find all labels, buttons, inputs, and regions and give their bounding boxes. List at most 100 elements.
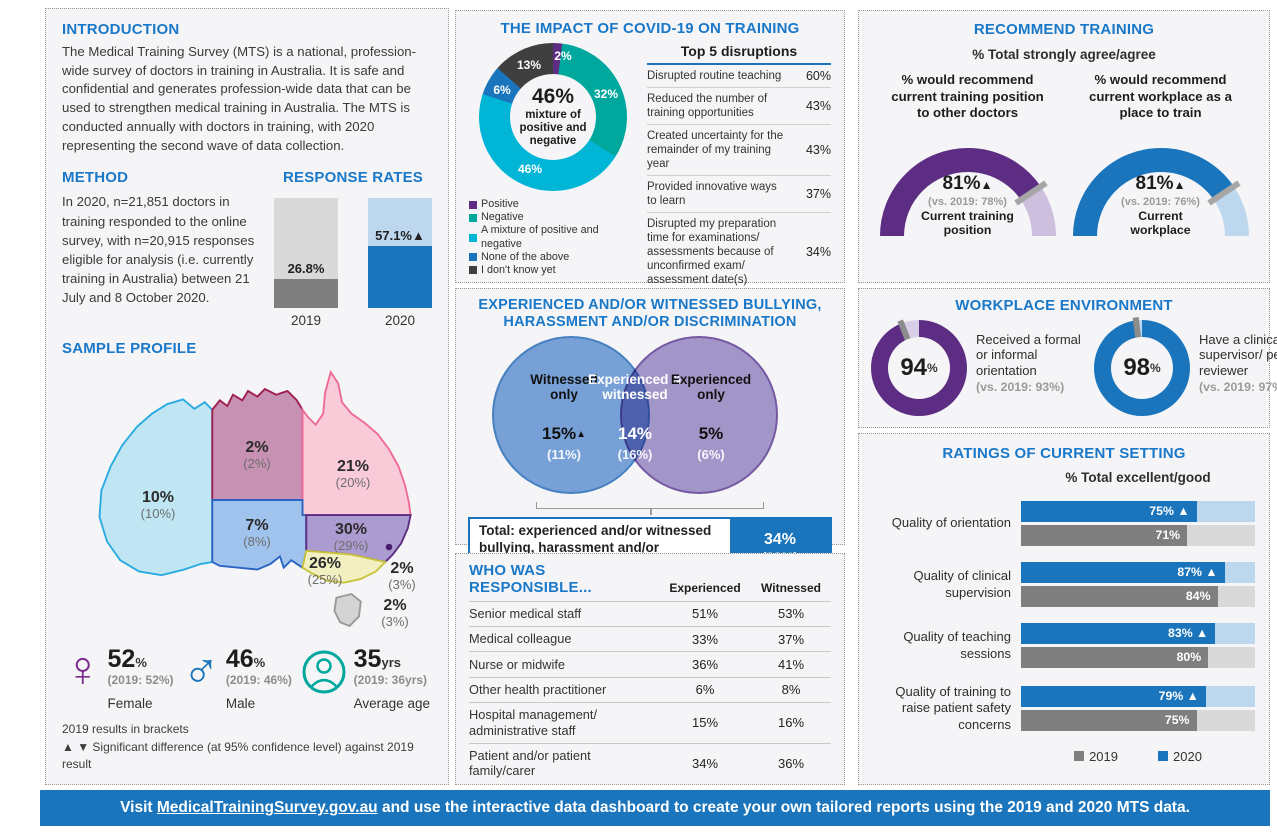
response-rates-section: RESPONSE RATES 26.8% 2019 xyxy=(274,169,432,328)
legend-swatch-none xyxy=(469,253,477,262)
map-label-tas: 2% (3%) xyxy=(381,597,409,629)
ratings-legend: 2019 2020 xyxy=(1021,749,1255,764)
bar-2020-fill xyxy=(368,245,432,309)
australia-map: 10% (10%) 2% (2%) 21% (20%) 7% (8%) 30% (29%)… xyxy=(62,359,434,643)
introduction-title: INTRODUCTION xyxy=(62,21,180,38)
gauge-overlay: 81%▲ (vs. 2019: 78%) Current training po… xyxy=(878,173,1058,237)
map-label-vic: 26% (25%) xyxy=(307,555,343,587)
state-tas xyxy=(333,593,362,628)
recommend-title: RECOMMEND TRAINING xyxy=(973,21,1155,38)
map-label-act: 2% (3%) xyxy=(388,560,416,592)
male-label: Male xyxy=(225,696,256,712)
bar-2019: 80% xyxy=(1021,647,1255,668)
mts-website-link[interactable]: MedicalTrainingSurvey.gov.au xyxy=(156,799,378,816)
state-vic xyxy=(301,550,388,585)
demographic-female: ♀ 52% (2019: 52%) Female xyxy=(64,641,174,712)
ratings-panel: RATINGS OF CURRENT SETTING % Total excel… xyxy=(858,433,1270,785)
map-label-sa: 7% (8%) xyxy=(243,517,271,549)
venn-prev-both: (16%) xyxy=(617,446,653,462)
person-icon xyxy=(302,650,346,694)
recommend-subtitle: % Total strongly agree/agree xyxy=(972,47,1156,62)
table-row: Created uncertainty for the remainder of… xyxy=(647,125,831,177)
covid-panel: THE IMPACT OF COVID-19 ON TRAINING 2% 32… xyxy=(455,10,845,286)
table-row: Senior medical staff 51% 53% xyxy=(469,600,831,626)
table-row: Disrupted my preparation time for examin… xyxy=(647,218,831,287)
method-section: METHOD In 2020, n=21,851 doctors in trai… xyxy=(62,169,274,328)
workplace-panel: WORKPLACE ENVIRONMENT 94% Received a for… xyxy=(858,288,1277,428)
gauge-workplace: % would recommend current workplace as a… xyxy=(1064,72,1257,242)
workplace-title: WORKPLACE ENVIRONMENT xyxy=(955,297,1173,314)
venn-circle-experienced xyxy=(620,335,778,494)
legend-swatch-2020 xyxy=(1158,751,1168,762)
legend-swatch-2019 xyxy=(1074,751,1085,762)
map-label-wa: 10% (10%) xyxy=(140,489,176,521)
bar-2019: 75% xyxy=(1021,709,1255,731)
bar-2019: 84% xyxy=(1021,586,1255,607)
table-row: Medical colleague 33% 37% xyxy=(469,625,831,651)
map-label-nsw: 30% (29%) xyxy=(333,521,369,553)
age-prev: (2019: 36yrs) xyxy=(353,673,428,688)
demographics-row: ♀ 52% (2019: 52%) Female ♂ 46% (2019: 46… xyxy=(62,641,432,712)
footnotes: 2019 results in brackets ▲ ▼ Significant… xyxy=(62,721,432,773)
bar-2019: 26.8% 2019 xyxy=(274,198,338,328)
gauge-overlay: 81%▲ (vs. 2019: 76%) Current workplace xyxy=(1071,173,1251,237)
demographic-male: ♂ 46% (2019: 46%) Male xyxy=(182,641,292,712)
disruptions-title: Top 5 disruptions xyxy=(647,43,831,65)
rating-group-supervision: Quality of clinical supervision 87% ▲ 84… xyxy=(873,562,1255,607)
state-qld xyxy=(301,370,412,517)
ring-vs-2019: (vs. 2019: 93%) xyxy=(976,379,1065,394)
legend-item: 2020 xyxy=(1158,749,1202,764)
venn-diagram: Witnessed only Experienced & witnessed E… xyxy=(468,334,832,502)
table-row: Hospital management/ administrative staf… xyxy=(469,701,831,743)
banner-text: Visit MedicalTrainingSurvey.gov.au and u… xyxy=(120,799,1190,816)
ring-chart: 98% xyxy=(1094,317,1190,416)
method-response-row: METHOD In 2020, n=21,851 doctors in trai… xyxy=(62,169,432,328)
legend-item: A mixture of positive and negative xyxy=(469,224,637,250)
method-title: METHOD xyxy=(62,169,129,187)
map-label-qld: 21% (20%) xyxy=(335,458,371,490)
female-prev: (2019: 52%) xyxy=(107,673,174,688)
bar-2019-value: 26.8% xyxy=(287,260,325,276)
table-row: Reduced the number of training opportuni… xyxy=(647,88,831,126)
recommend-panel: RECOMMEND TRAINING % Total strongly agre… xyxy=(858,10,1270,283)
ratings-title: RATINGS OF CURRENT SETTING xyxy=(942,445,1186,462)
venn-label-experienced-only: Experienced only xyxy=(670,371,752,403)
covid-donut: 2% 32% 46% 6% 13% 46% mixture of positiv… xyxy=(479,43,627,191)
gauge-svg xyxy=(1072,148,1249,237)
table-row: Nurse or midwife 36% 41% xyxy=(469,651,831,676)
male-prev: (2019: 46%) xyxy=(225,673,292,688)
gauge-vs-2019: (vs. 2019: 76%) xyxy=(1121,195,1200,208)
venn-value-experienced-only: 5% xyxy=(698,423,724,443)
bar-2020: 87% ▲ xyxy=(1021,562,1255,583)
venn-label-witnessed-only: Witnessed only xyxy=(530,371,598,403)
covid-donut-chart: 2% 32% 46% 6% 13% 46% mixture of positiv… xyxy=(469,43,637,291)
legend-item: Negative xyxy=(469,211,637,224)
covid-legend: Positive Negative A mixture of positive … xyxy=(469,198,637,277)
legend-item: None of the above xyxy=(469,251,637,264)
footer-banner: Visit MedicalTrainingSurvey.gov.au and u… xyxy=(40,790,1270,826)
age-label: Average age xyxy=(353,696,430,712)
bar-2020-value: 57.1%▲ xyxy=(375,227,425,243)
ratings-subtitle: % Total excellent/good xyxy=(1065,470,1211,485)
ring-description: Received a formal or informal orientatio… xyxy=(976,320,1094,394)
ring-description: Have a clinical supervisor/ peer reviewe… xyxy=(1199,320,1277,394)
female-label: Female xyxy=(107,696,153,712)
donut-center-value: 46% xyxy=(531,84,575,108)
male-value: 46 xyxy=(225,645,254,674)
segment-label-none: 6% xyxy=(493,83,511,97)
sample-profile-title: SAMPLE PROFILE xyxy=(62,340,197,358)
gauge-heading: % would recommend current workplace as a… xyxy=(1089,72,1232,120)
legend-item: 2019 xyxy=(1074,749,1118,764)
venn-value-both: 14% xyxy=(617,423,653,443)
bar-2020: 79% ▲ xyxy=(1021,685,1255,707)
legend-swatch-mixture xyxy=(469,233,477,242)
introduction-body: The Medical Training Survey (MTS) is a n… xyxy=(62,44,417,153)
state-act xyxy=(385,544,393,551)
segment-label-mixture: 46% xyxy=(517,162,543,176)
disruptions-table: Top 5 disruptions Disrupted routine teac… xyxy=(647,43,831,291)
legend-item: Positive xyxy=(469,198,637,211)
legend-item: I don't know yet xyxy=(469,264,637,277)
bar-2019: 71% xyxy=(1021,525,1255,546)
gauge-chart: 81%▲ (vs. 2019: 78%) Current training po… xyxy=(878,142,1058,242)
gauge-training-position: % would recommend current training posit… xyxy=(871,72,1064,242)
